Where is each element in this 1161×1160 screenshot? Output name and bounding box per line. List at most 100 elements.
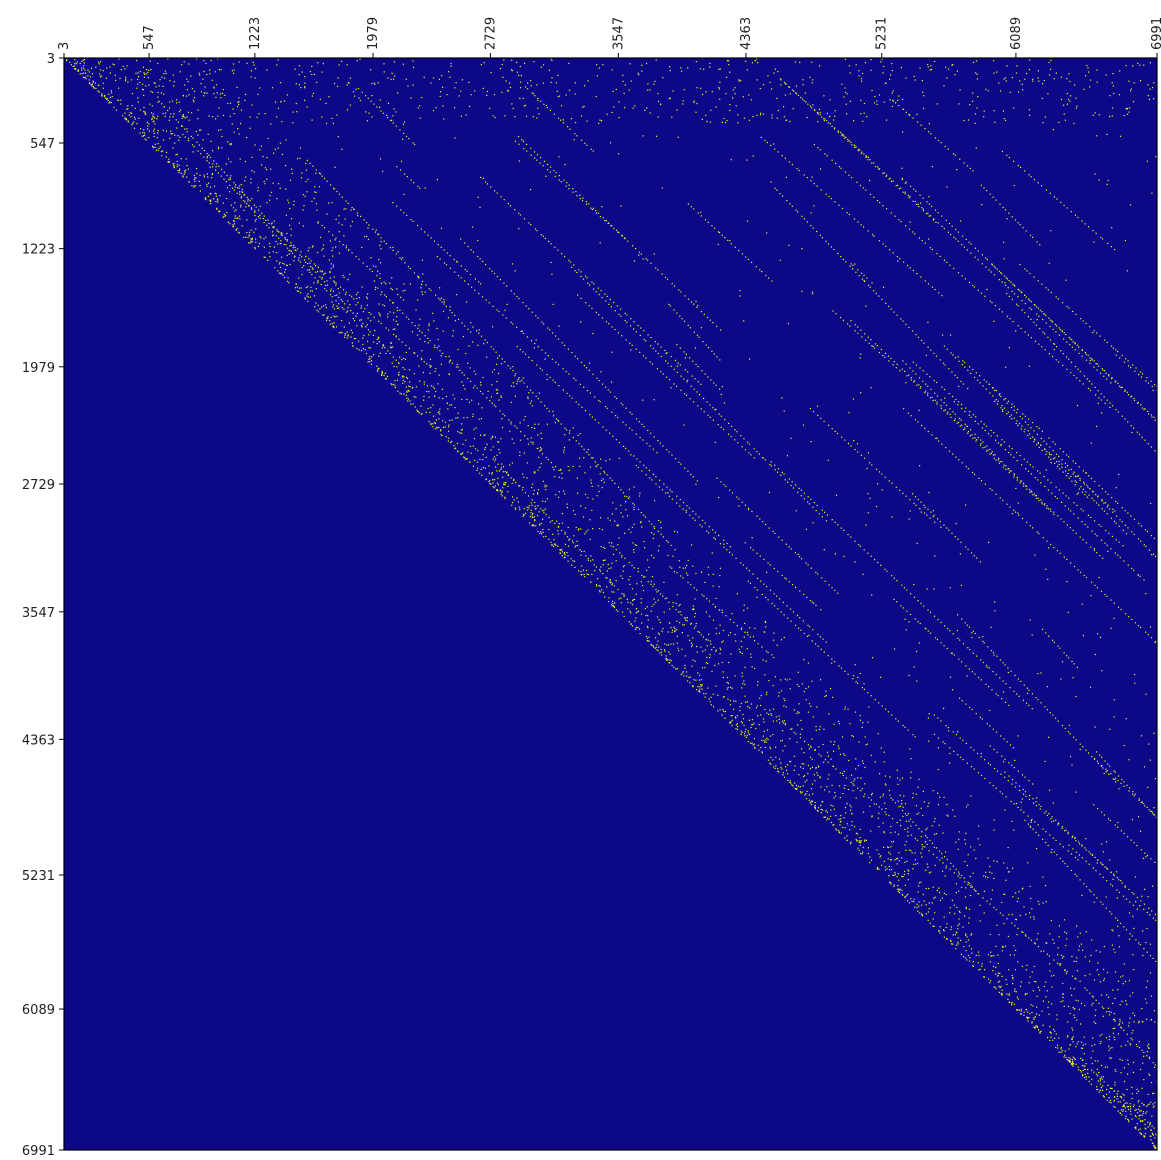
matrix-point bbox=[931, 842, 933, 844]
matrix-point bbox=[894, 802, 897, 804]
matrix-point bbox=[360, 325, 363, 327]
matrix-point bbox=[600, 566, 602, 568]
matrix-point bbox=[742, 564, 744, 566]
matrix-point bbox=[743, 724, 745, 727]
matrix-point bbox=[982, 640, 984, 642]
matrix-point bbox=[404, 368, 406, 370]
matrix-point bbox=[738, 648, 740, 650]
matrix-point bbox=[391, 277, 393, 279]
matrix-point bbox=[1063, 204, 1065, 206]
matrix-point bbox=[707, 639, 709, 641]
matrix-point bbox=[501, 358, 503, 360]
matrix-point bbox=[696, 334, 698, 336]
matrix-point bbox=[951, 225, 953, 227]
matrix-point bbox=[980, 443, 982, 445]
matrix-point bbox=[1004, 209, 1007, 211]
matrix-point bbox=[211, 79, 213, 81]
matrix-point bbox=[1073, 1057, 1075, 1059]
matrix-point bbox=[460, 453, 462, 455]
matrix-point bbox=[994, 767, 996, 770]
matrix-point bbox=[1024, 268, 1026, 270]
matrix-point bbox=[827, 122, 829, 124]
matrix-point bbox=[434, 422, 436, 424]
matrix-point bbox=[444, 421, 447, 423]
matrix-point bbox=[1120, 880, 1122, 882]
matrix-point bbox=[884, 783, 886, 785]
matrix-point bbox=[714, 538, 716, 540]
matrix-point bbox=[890, 846, 892, 848]
matrix-point bbox=[83, 58, 85, 61]
matrix-point bbox=[796, 712, 798, 715]
matrix-point bbox=[1114, 381, 1116, 383]
matrix-point bbox=[961, 618, 963, 620]
matrix-point bbox=[548, 410, 550, 412]
matrix-point bbox=[258, 242, 261, 245]
matrix-point bbox=[357, 215, 359, 217]
matrix-point bbox=[1103, 1096, 1105, 1098]
matrix-point bbox=[266, 156, 268, 159]
matrix-point bbox=[863, 549, 865, 551]
matrix-point bbox=[1063, 919, 1066, 921]
matrix-point bbox=[915, 203, 918, 205]
matrix-point bbox=[1131, 1039, 1133, 1041]
matrix-point bbox=[753, 743, 755, 745]
matrix-point bbox=[469, 445, 472, 447]
matrix-point bbox=[1030, 301, 1032, 303]
matrix-point bbox=[611, 326, 613, 328]
matrix-point bbox=[707, 687, 709, 689]
matrix-point bbox=[516, 380, 518, 382]
matrix-point bbox=[1051, 320, 1053, 322]
matrix-point bbox=[905, 181, 907, 183]
matrix-point bbox=[947, 727, 949, 729]
matrix-point bbox=[1034, 980, 1036, 982]
matrix-point bbox=[946, 814, 948, 816]
matrix-point bbox=[460, 429, 462, 431]
matrix-point bbox=[651, 523, 653, 525]
matrix-point bbox=[763, 730, 765, 732]
matrix-point bbox=[903, 587, 905, 589]
matrix-point bbox=[814, 780, 816, 782]
matrix-point bbox=[1083, 1065, 1085, 1067]
matrix-point bbox=[838, 723, 840, 725]
matrix-point bbox=[1069, 1061, 1071, 1063]
matrix-point bbox=[323, 255, 325, 257]
matrix-point bbox=[803, 752, 805, 754]
matrix-point bbox=[700, 571, 703, 573]
matrix-point bbox=[600, 517, 602, 519]
matrix-point bbox=[416, 409, 418, 411]
matrix-point bbox=[1068, 307, 1070, 309]
matrix-point bbox=[1020, 680, 1022, 682]
matrix-point bbox=[1088, 1080, 1090, 1082]
matrix-point bbox=[1068, 1048, 1070, 1050]
matrix-point bbox=[744, 622, 746, 624]
matrix-point bbox=[715, 384, 717, 386]
matrix-point bbox=[269, 199, 271, 201]
matrix-point bbox=[766, 737, 768, 739]
matrix-point bbox=[1085, 353, 1087, 355]
matrix-point bbox=[818, 728, 820, 731]
matrix-point bbox=[300, 287, 302, 289]
matrix-point bbox=[1110, 246, 1112, 248]
matrix-point bbox=[568, 432, 570, 434]
matrix-point bbox=[1010, 281, 1012, 283]
matrix-point bbox=[672, 629, 674, 631]
matrix-point bbox=[660, 654, 663, 656]
matrix-point bbox=[366, 304, 368, 306]
matrix-point bbox=[955, 883, 957, 885]
matrix-point bbox=[1065, 972, 1067, 974]
matrix-point bbox=[911, 900, 913, 902]
matrix-point bbox=[676, 629, 678, 631]
matrix-point bbox=[806, 790, 808, 792]
matrix-point bbox=[942, 862, 944, 864]
matrix-point bbox=[352, 312, 354, 314]
matrix-point bbox=[584, 472, 586, 474]
matrix-point bbox=[785, 83, 787, 85]
matrix-point bbox=[396, 379, 399, 381]
matrix-point bbox=[264, 183, 266, 185]
matrix-point bbox=[983, 642, 985, 644]
matrix-point bbox=[511, 438, 513, 440]
matrix-point bbox=[820, 648, 822, 650]
matrix-point bbox=[816, 706, 818, 708]
matrix-point bbox=[746, 631, 749, 633]
matrix-point bbox=[246, 203, 248, 205]
